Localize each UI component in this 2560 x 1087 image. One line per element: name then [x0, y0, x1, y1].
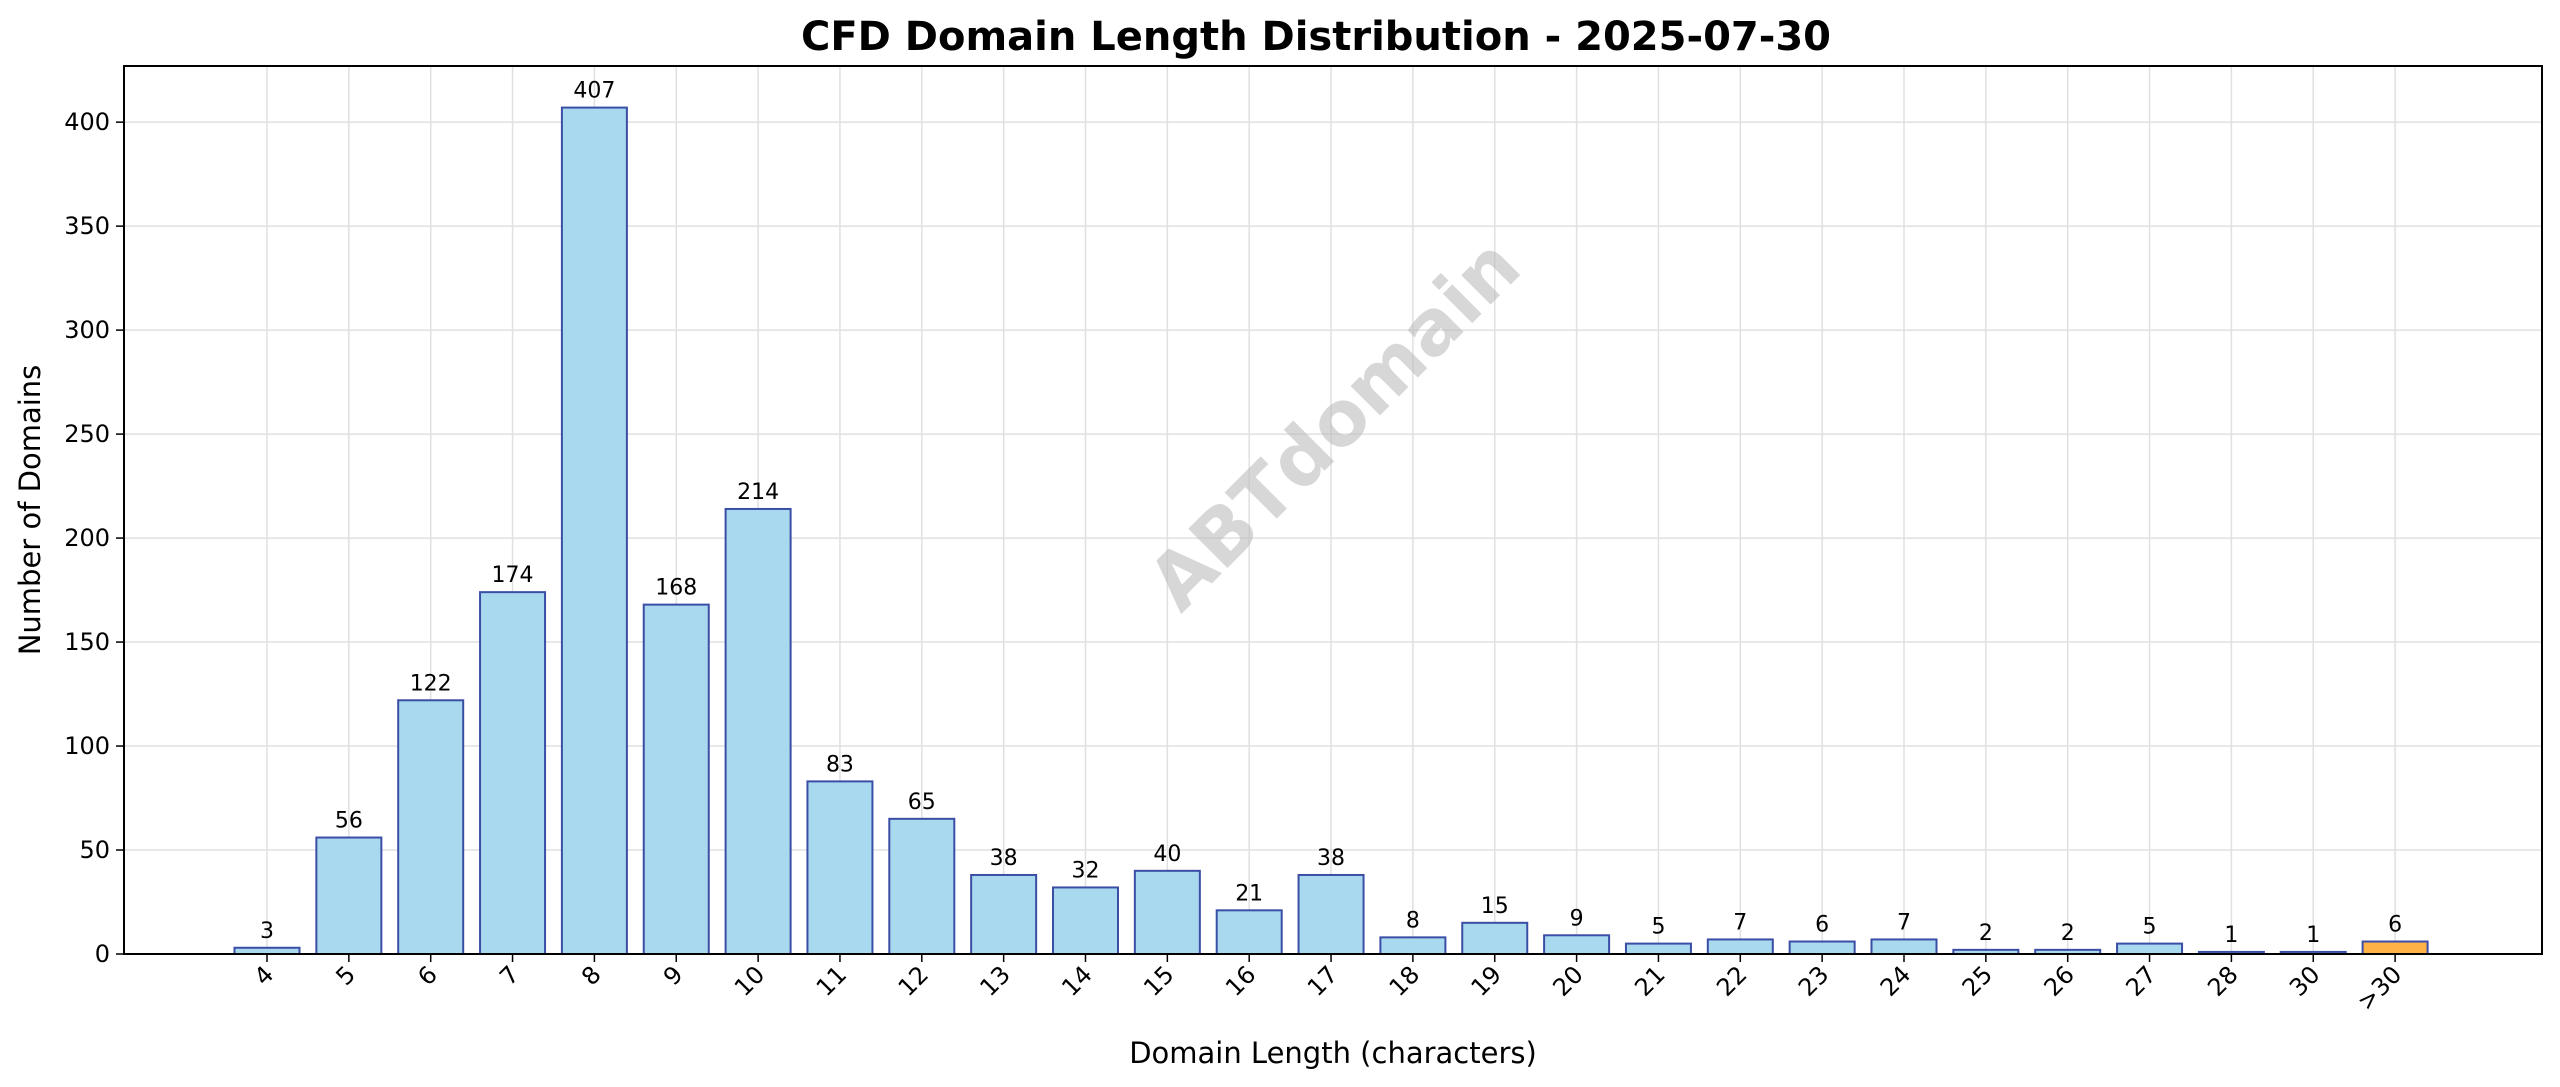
data-label: 174: [492, 563, 534, 588]
bar-12: [888, 817, 956, 955]
data-label: 38: [1317, 846, 1345, 871]
x-tick-label: 30: [2284, 960, 2325, 1001]
data-label: 65: [908, 790, 936, 815]
x-tick-label: 28: [2202, 960, 2243, 1001]
y-tick-label: 250: [64, 420, 110, 448]
bar-7: [479, 591, 547, 955]
x-tick-label: 4: [249, 960, 280, 991]
data-label: 38: [990, 846, 1018, 871]
data-label: 7: [1897, 910, 1911, 935]
bar-16: [1215, 909, 1283, 956]
bar-6: [397, 699, 465, 955]
data-label: 83: [826, 752, 854, 777]
data-label: 8: [1406, 908, 1420, 933]
x-tick-label: 6: [412, 960, 443, 991]
chart-title: CFD Domain Length Distribution - 2025-07…: [801, 14, 1831, 60]
bar-22: [1706, 938, 1774, 956]
y-tick-label: 200: [64, 524, 110, 552]
data-label: 40: [1153, 842, 1181, 867]
data-label: 32: [1072, 858, 1100, 883]
x-tick-label: 24: [1875, 960, 1916, 1001]
x-tick-label: 10: [729, 960, 770, 1001]
data-label: 6: [1815, 913, 1829, 938]
data-label: 214: [737, 480, 779, 505]
x-tick-label: 16: [1220, 960, 1261, 1001]
data-label: 21: [1235, 881, 1263, 906]
x-tick-label: 17: [1302, 960, 1343, 1001]
data-label: 2: [2061, 921, 2075, 946]
data-label: 168: [655, 576, 697, 601]
data-label: 5: [1651, 915, 1665, 940]
x-tick-label: 19: [1466, 960, 1507, 1001]
x-tick-label: 23: [1793, 960, 1834, 1001]
bar-27: [2116, 942, 2184, 955]
bar-9: [642, 603, 710, 955]
x-tick-label: 18: [1384, 960, 1425, 1001]
bar-14: [1052, 886, 1119, 955]
data-label: 7: [1733, 910, 1747, 935]
bar-20: [1543, 934, 1611, 956]
bar-17: [1297, 873, 1365, 956]
data-label: 3: [260, 919, 274, 944]
bar-13: [970, 873, 1038, 956]
data-label: 122: [410, 671, 452, 696]
x-tick-label: 12: [893, 960, 934, 1001]
data-label: 1: [2224, 923, 2238, 948]
x-tick-label: 15: [1138, 960, 1179, 1001]
y-axis-title: Number of Domains: [13, 365, 47, 656]
watermark: ABTdomain: [1131, 221, 1537, 627]
bar-8: [560, 106, 628, 955]
y-tick-label: 400: [64, 108, 110, 136]
x-tick-label: 5: [330, 960, 361, 991]
y-tick-label: 300: [64, 316, 110, 344]
x-axis-title: Domain Length (characters): [1129, 1036, 1537, 1070]
x-tick-label: 13: [974, 960, 1015, 1001]
x-tick-label: 21: [1629, 960, 1670, 1001]
y-tick-label: 50: [79, 836, 110, 864]
data-label: 407: [573, 79, 615, 104]
y-axis-ticks: 0 50 100 150 200 250 300 350 400: [64, 108, 124, 968]
x-tick-label: 7: [494, 960, 525, 991]
y-tick-label: 0: [95, 940, 110, 968]
data-label: 1: [2306, 923, 2320, 948]
bars-group: [233, 106, 2429, 956]
x-tick-label: 27: [2120, 960, 2161, 1001]
data-label: 56: [335, 809, 363, 834]
plot-frame: [123, 65, 2543, 955]
data-label: 9: [1570, 906, 1584, 931]
x-axis-ticks: 4 5 6 7 8 9 10 11 12 13 14 15 16 17 18 19 20 21 22 23 24 25 26…: [249, 954, 2408, 1016]
x-tick-label: >30: [2352, 960, 2408, 1016]
x-tick-label: 20: [1547, 960, 1588, 1001]
x-tick-label: 25: [1957, 960, 1998, 1001]
bar-15: [1133, 869, 1201, 956]
x-tick-label: 26: [2039, 960, 2080, 1001]
bar-11: [806, 780, 874, 956]
x-tick-label: 11: [811, 960, 852, 1001]
bar-18: [1379, 936, 1447, 955]
bar-gt30: [2361, 940, 2429, 956]
bar-19: [1461, 921, 1529, 955]
data-label: 6: [2388, 913, 2402, 938]
x-tick-label: 8: [576, 960, 607, 991]
data-label: 5: [2143, 915, 2157, 940]
bar-23: [1788, 940, 1856, 956]
bar-21: [1624, 942, 1692, 955]
y-tick-label: 100: [64, 732, 110, 760]
data-label: 2: [1979, 921, 1993, 946]
bar-24: [1870, 938, 1938, 956]
x-tick-label: 22: [1711, 960, 1752, 1001]
y-tick-label: 350: [64, 212, 110, 240]
y-tick-label: 150: [64, 628, 110, 656]
bar-10: [724, 507, 792, 955]
data-label: 15: [1481, 894, 1509, 919]
x-tick-label: 14: [1056, 960, 1097, 1001]
x-tick-label: 9: [658, 960, 689, 991]
bar-5: [315, 836, 383, 955]
